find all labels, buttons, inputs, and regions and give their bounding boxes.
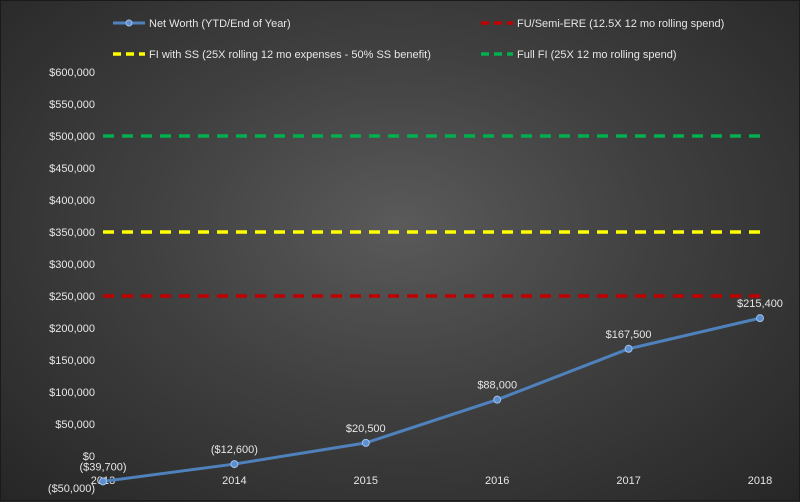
x-tick-label: 2014 [222,475,246,487]
y-tick-label: $450,000 [49,163,95,175]
y-tick-label: ($50,000) [48,483,95,495]
data-labels: ($39,700) ($12,600) $20,500 $88,000 $167,500… [79,298,782,473]
legend-label: Net Worth (YTD/End of Year) [149,18,291,30]
data-label: $215,400 [737,298,783,310]
net-worth-point [624,344,633,353]
legend-label: FU/Semi-ERE (12.5X 12 mo rolling spend) [517,18,724,30]
y-tick-label: $100,000 [49,387,95,399]
data-label: $167,500 [606,329,652,341]
legend-label: Full FI (25X 12 mo rolling spend) [517,49,677,61]
data-label: $20,500 [346,423,386,435]
data-label: ($39,700) [79,461,126,473]
y-tick-label: $600,000 [49,67,95,79]
y-tick-label: $500,000 [49,131,95,143]
net-worth-point [361,438,370,447]
y-tick-label: $300,000 [49,259,95,271]
legend-marker [125,19,133,27]
x-tick-label: 2017 [616,475,640,487]
data-label: ($12,600) [211,444,258,456]
y-tick-label: $200,000 [49,323,95,335]
y-tick-label: $0 [83,451,95,463]
legend: Net Worth (YTD/End of Year) FU/Semi-ERE (… [113,18,724,61]
y-tick-label: $150,000 [49,355,95,367]
x-tick-label: 2015 [354,475,378,487]
net-worth-point [756,314,764,323]
y-tick-label: $350,000 [49,227,95,239]
x-tick-label: 2018 [748,475,772,487]
y-tick-label: $400,000 [49,195,95,207]
net-worth-line [102,316,761,483]
legend-label: FI with SS (25X rolling 12 mo expenses -… [149,49,431,61]
y-tick-label: $50,000 [55,419,95,431]
x-tick-label: 2016 [485,475,509,487]
data-label: $88,000 [477,380,517,392]
y-axis: ($50,000) $0 $50,000 $100,000 $150,000 $200,0… [48,67,95,495]
y-tick-label: $550,000 [49,99,95,111]
net-worth-point [493,395,502,404]
net-worth-point [230,460,239,469]
y-tick-label: $250,000 [49,291,95,303]
series-layer [99,134,764,486]
x-axis: 201320142015201620172018 [91,475,772,487]
net-worth-point [99,477,107,486]
